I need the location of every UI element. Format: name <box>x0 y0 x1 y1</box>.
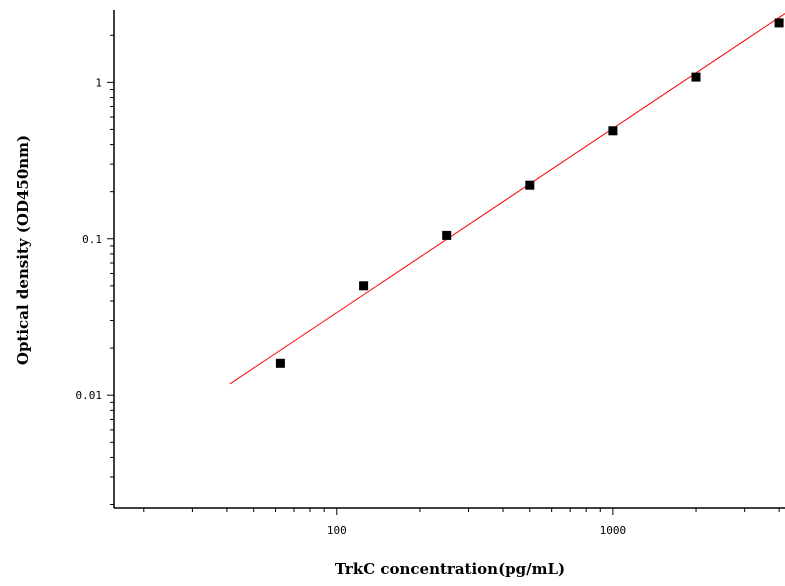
data-point <box>525 180 535 190</box>
y-tick-label: 1 <box>95 76 102 89</box>
data-point <box>359 281 369 291</box>
plot-area: 100 1000 0.01 0.1 1 <box>76 10 785 537</box>
axis-ticks: 100 1000 0.01 0.1 1 <box>76 76 627 537</box>
y-tick-label: 0.1 <box>82 233 102 246</box>
y-tick-label: 0.01 <box>76 389 103 402</box>
x-tick-label: 1000 <box>600 524 627 537</box>
data-point <box>774 18 784 28</box>
minor-axis-ticks <box>110 34 780 512</box>
data-markers <box>275 18 784 368</box>
x-tick-label: 100 <box>327 524 347 537</box>
data-point <box>608 126 618 136</box>
data-point <box>442 230 452 240</box>
y-axis-title: Optical density (OD450nm) <box>14 135 32 365</box>
data-point <box>691 72 701 82</box>
data-point <box>275 358 285 368</box>
x-axis-title: TrkC concentration(pg/mL) <box>335 560 565 578</box>
fit-line <box>229 13 785 385</box>
